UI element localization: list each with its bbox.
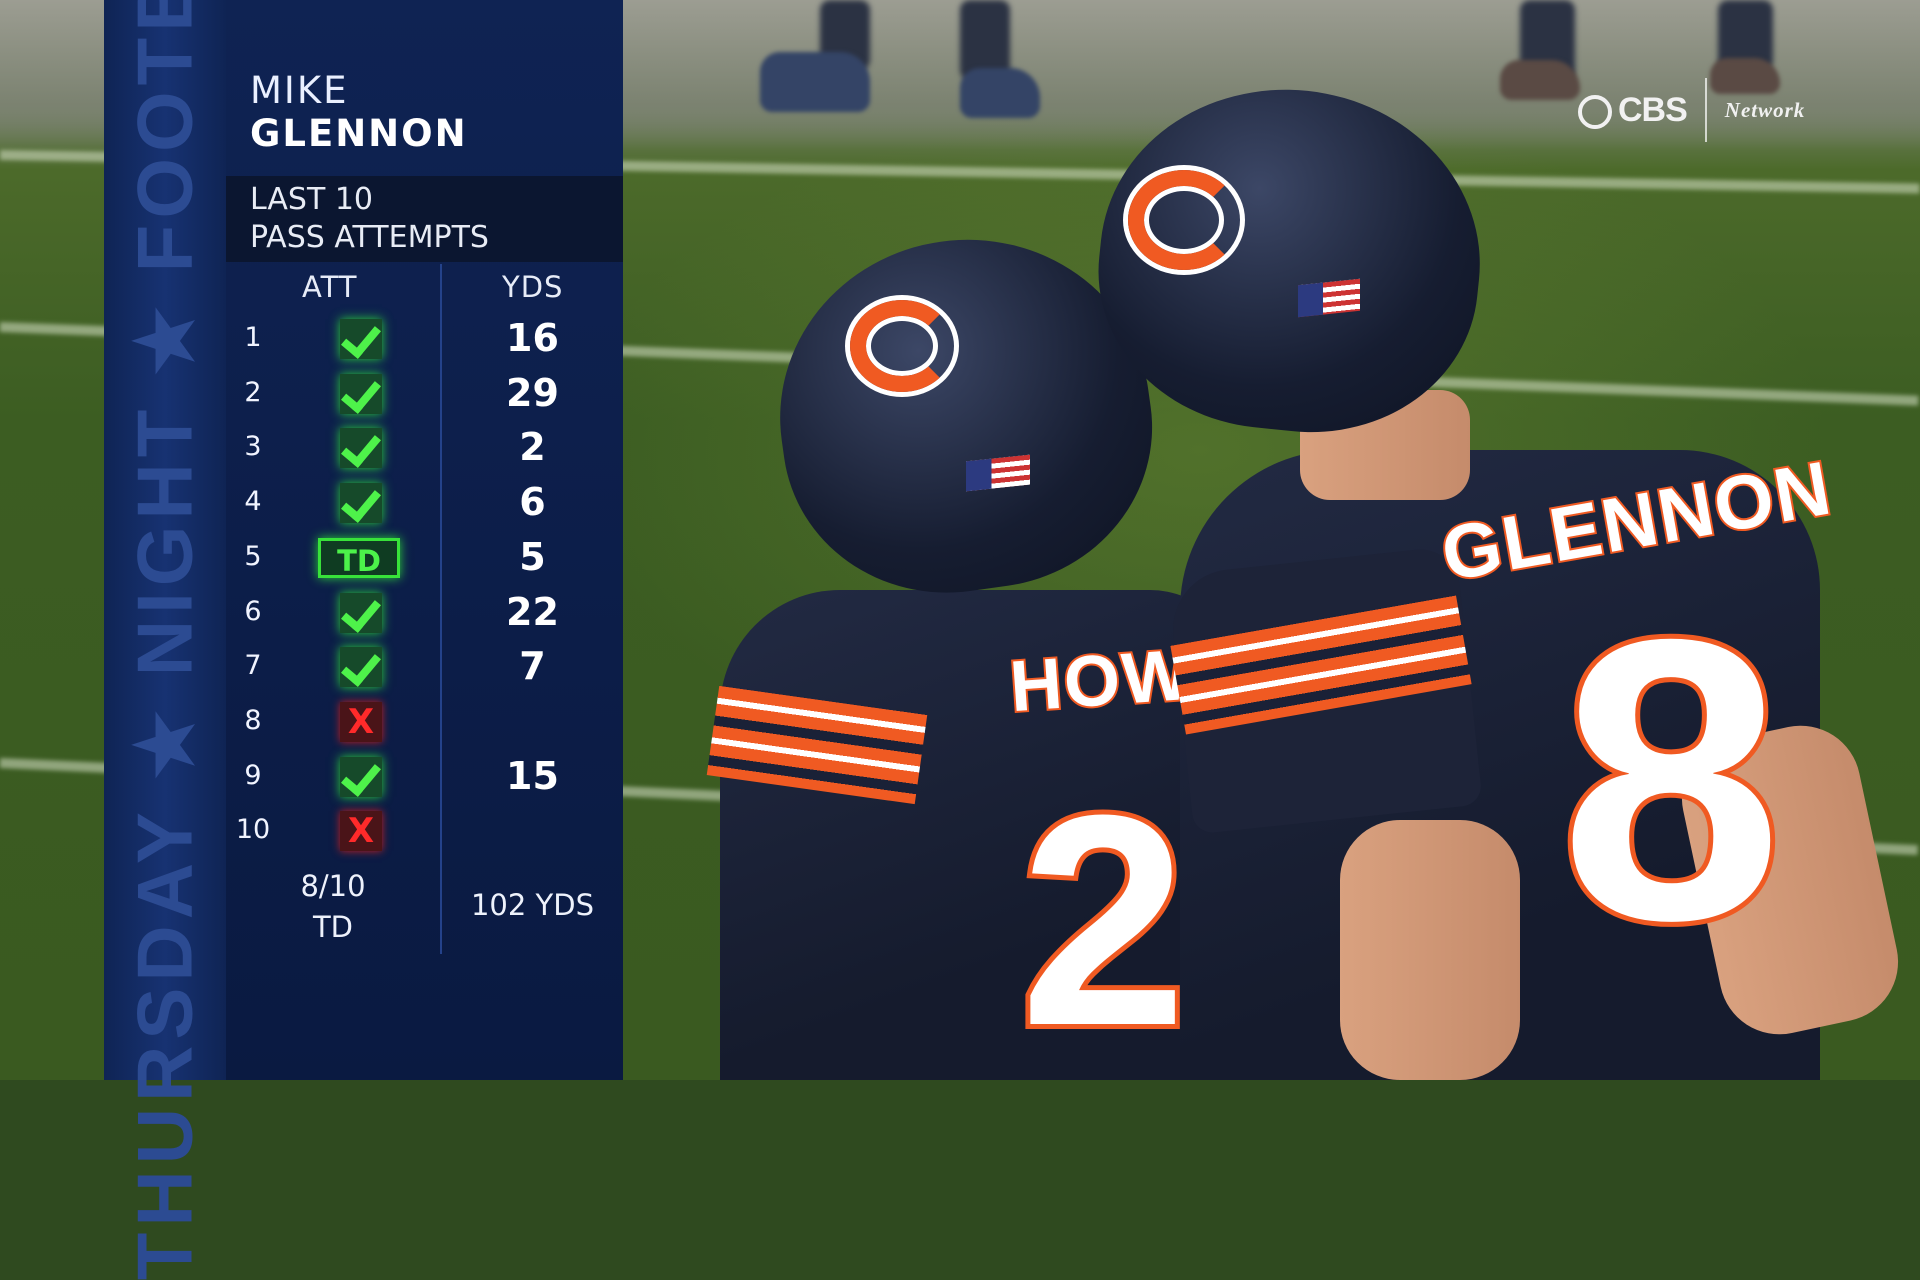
check-icon bbox=[340, 647, 382, 688]
check-icon bbox=[340, 373, 382, 414]
attempt-yards: 22 bbox=[506, 589, 559, 634]
network-sub-logo: Network bbox=[1724, 97, 1806, 122]
attempt-yards: 6 bbox=[519, 480, 546, 525]
attempt-number: 1 bbox=[244, 322, 262, 353]
attempt-row: 6 22 bbox=[226, 586, 623, 641]
check-icon bbox=[340, 319, 382, 359]
teammate-jersey-name: HOW bbox=[1005, 633, 1196, 729]
attempt-yards: 29 bbox=[506, 370, 559, 415]
attempt-yards: 7 bbox=[519, 644, 546, 689]
attempt-yards: 2 bbox=[519, 425, 546, 470]
attempt-number: 7 bbox=[244, 650, 262, 682]
bug-divider bbox=[1704, 78, 1707, 142]
check-icon bbox=[340, 428, 382, 469]
player-first-name: MIKE bbox=[250, 69, 349, 112]
sideline-person-shoe bbox=[760, 52, 870, 112]
attempt-row: 2 29 bbox=[226, 367, 623, 422]
attempt-number: 3 bbox=[244, 431, 262, 463]
attempt-yards: 16 bbox=[506, 316, 559, 360]
sideline-person-shoe bbox=[1710, 58, 1780, 94]
glennon-helmet-flag bbox=[1298, 278, 1360, 318]
attempt-row: 5 TD 5 bbox=[226, 531, 623, 586]
show-title: THURSDAY ★ NIGHT ★ FOOTBALL bbox=[120, 0, 209, 1280]
subtitle-line-2: PASS ATTEMPTS bbox=[250, 220, 489, 255]
column-header-yds: YDS bbox=[502, 270, 564, 304]
network-logo: CBS bbox=[1618, 90, 1688, 129]
attempt-yards: 5 bbox=[519, 534, 546, 579]
teammate-jersey bbox=[720, 590, 1240, 1080]
glennon-jersey-number: 8 bbox=[1555, 556, 1787, 1003]
incomplete-x-icon: X bbox=[340, 701, 382, 742]
attempt-number: 8 bbox=[244, 704, 262, 736]
sideline-person-shoe bbox=[960, 68, 1040, 118]
network-bug: CBS Network bbox=[1578, 78, 1805, 142]
attempt-row: 1 16 bbox=[226, 312, 623, 367]
touchdown-badge: TD bbox=[318, 537, 400, 578]
attempt-number: 2 bbox=[244, 376, 262, 408]
attempt-number: 4 bbox=[244, 486, 262, 518]
subtitle-line-1: LAST 10 bbox=[250, 182, 374, 217]
player-last-name: GLENNON bbox=[250, 111, 468, 155]
check-icon bbox=[340, 483, 382, 524]
stats-panel: MIKE GLENNON LAST 10 PASS ATTEMPTS ATT Y… bbox=[226, 0, 623, 1080]
totals-completions: 8/10 TD bbox=[226, 866, 440, 948]
player-name: MIKE GLENNON bbox=[250, 69, 468, 155]
attempt-yards: 15 bbox=[506, 753, 559, 798]
attempt-number: 6 bbox=[244, 595, 262, 627]
touchdown-total: TD bbox=[312, 910, 354, 944]
panel-subtitle: LAST 10 PASS ATTEMPTS bbox=[226, 176, 623, 262]
attempt-number: 9 bbox=[244, 759, 262, 791]
incomplete-x-icon: X bbox=[340, 811, 382, 852]
sideline-person-shoe bbox=[1500, 60, 1580, 100]
cbs-eye-icon bbox=[1578, 95, 1612, 129]
show-branding-strip: THURSDAY ★ NIGHT ★ FOOTBALL bbox=[104, 0, 227, 1280]
column-divider bbox=[440, 264, 442, 954]
attempt-row: 10 X bbox=[226, 804, 623, 859]
check-icon bbox=[340, 756, 382, 797]
check-icon bbox=[340, 592, 382, 633]
glennon-arm bbox=[1340, 820, 1520, 1080]
sideline-person-leg bbox=[960, 0, 1010, 80]
column-header-att: ATT bbox=[302, 270, 358, 304]
teammate-helmet-logo bbox=[850, 300, 954, 392]
attempt-row: 9 15 bbox=[226, 750, 623, 805]
attempt-number: 5 bbox=[244, 540, 262, 572]
completion-ratio: 8/10 bbox=[300, 869, 366, 903]
attempt-number: 10 bbox=[235, 814, 271, 846]
glennon-helmet-logo bbox=[1128, 170, 1240, 270]
totals-yards: 102 YDS bbox=[470, 888, 595, 922]
